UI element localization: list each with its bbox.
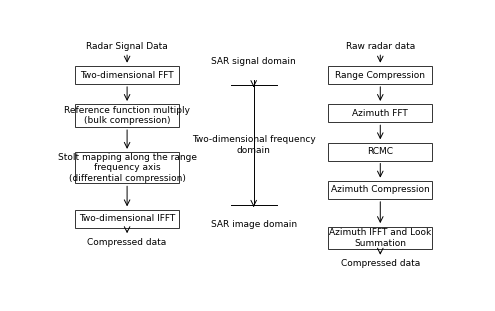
Text: Raw radar data: Raw radar data: [346, 42, 415, 51]
Text: Reference function multiply
(bulk compression): Reference function multiply (bulk compre…: [64, 106, 190, 125]
Text: Azimuth Compression: Azimuth Compression: [331, 185, 430, 194]
Text: SAR image domain: SAR image domain: [211, 220, 297, 229]
Text: Azimuth IFFT and Look
Summation: Azimuth IFFT and Look Summation: [329, 228, 432, 248]
FancyBboxPatch shape: [75, 66, 179, 84]
Text: RCMC: RCMC: [367, 147, 394, 156]
Text: Azimuth FFT: Azimuth FFT: [352, 109, 408, 118]
FancyBboxPatch shape: [329, 143, 432, 161]
FancyBboxPatch shape: [329, 181, 432, 199]
Text: Two-dimensional IFFT: Two-dimensional IFFT: [79, 214, 175, 223]
FancyBboxPatch shape: [329, 226, 432, 249]
Text: Two-dimensional FFT: Two-dimensional FFT: [80, 71, 174, 80]
Text: SAR signal domain: SAR signal domain: [211, 57, 296, 66]
FancyBboxPatch shape: [329, 66, 432, 84]
FancyBboxPatch shape: [329, 104, 432, 122]
FancyBboxPatch shape: [75, 104, 179, 127]
Text: Radar Signal Data: Radar Signal Data: [86, 42, 168, 51]
Text: Range Compression: Range Compression: [335, 71, 425, 80]
FancyBboxPatch shape: [75, 152, 179, 183]
Text: Compressed data: Compressed data: [88, 238, 167, 247]
Text: Stolt mapping along the range
frequency axis
(differential compression): Stolt mapping along the range frequency …: [57, 153, 197, 183]
Text: Compressed data: Compressed data: [341, 259, 420, 268]
Text: Two-dimensional frequency
domain: Two-dimensional frequency domain: [192, 135, 316, 155]
FancyBboxPatch shape: [75, 210, 179, 228]
